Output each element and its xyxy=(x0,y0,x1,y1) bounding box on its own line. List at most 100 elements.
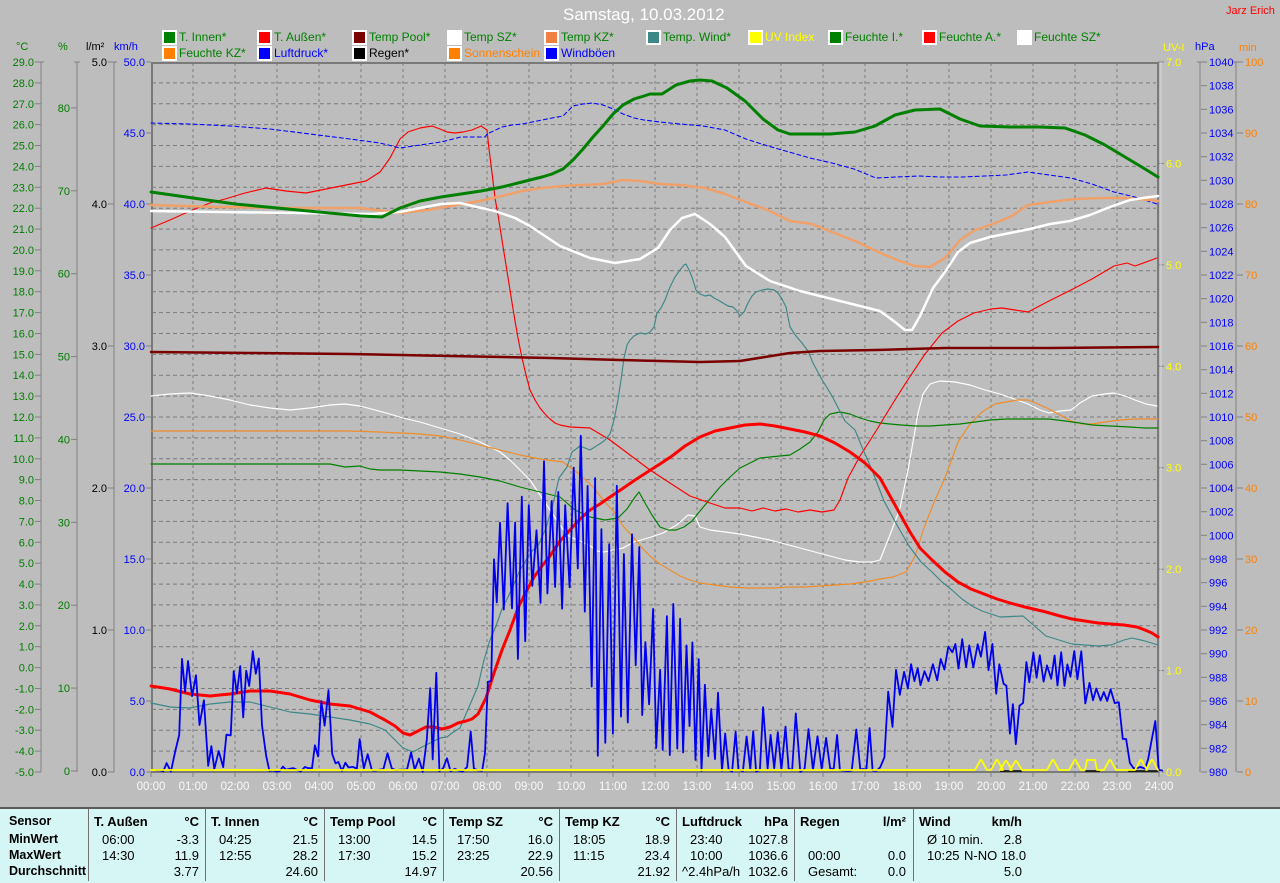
svg-text:16.0: 16.0 xyxy=(13,329,34,341)
svg-text:14:00: 14:00 xyxy=(725,781,754,793)
svg-text:25.0: 25.0 xyxy=(13,141,34,153)
svg-text:980: 980 xyxy=(1209,767,1227,779)
svg-text:1030: 1030 xyxy=(1209,175,1233,187)
svg-text:1020: 1020 xyxy=(1209,294,1233,306)
svg-text:1000: 1000 xyxy=(1209,530,1233,542)
svg-text:1032: 1032 xyxy=(1209,152,1233,164)
svg-text:0.0: 0.0 xyxy=(92,767,107,779)
svg-text:60: 60 xyxy=(1245,341,1257,353)
svg-text:1.0: 1.0 xyxy=(19,642,34,654)
svg-text:10: 10 xyxy=(58,683,70,695)
svg-text:10: 10 xyxy=(1245,696,1257,708)
svg-text:-1.0: -1.0 xyxy=(15,684,34,696)
svg-text:90: 90 xyxy=(1245,128,1257,140)
svg-text:1010: 1010 xyxy=(1209,412,1233,424)
svg-text:27.0: 27.0 xyxy=(13,99,34,111)
svg-text:10:00: 10:00 xyxy=(557,781,586,793)
svg-text:20: 20 xyxy=(1245,625,1257,637)
svg-text:03:00: 03:00 xyxy=(263,781,292,793)
svg-text:0.0: 0.0 xyxy=(130,767,145,779)
svg-text:4.0: 4.0 xyxy=(19,579,34,591)
svg-text:1004: 1004 xyxy=(1209,483,1233,495)
svg-text:1014: 1014 xyxy=(1209,365,1233,377)
svg-text:10.0: 10.0 xyxy=(13,454,34,466)
svg-text:28.0: 28.0 xyxy=(13,78,34,90)
svg-text:982: 982 xyxy=(1209,743,1227,755)
svg-text:70: 70 xyxy=(1245,270,1257,282)
svg-text:1008: 1008 xyxy=(1209,436,1233,448)
svg-text:19:00: 19:00 xyxy=(935,781,964,793)
svg-text:3.0: 3.0 xyxy=(92,341,107,353)
svg-text:08:00: 08:00 xyxy=(473,781,502,793)
svg-text:07:00: 07:00 xyxy=(431,781,460,793)
svg-text:0: 0 xyxy=(1245,767,1251,779)
svg-text:80: 80 xyxy=(58,103,70,115)
svg-text:30.0: 30.0 xyxy=(124,341,145,353)
svg-text:50: 50 xyxy=(1245,412,1257,424)
svg-text:16:00: 16:00 xyxy=(809,781,838,793)
svg-text:998: 998 xyxy=(1209,554,1227,566)
svg-text:15:00: 15:00 xyxy=(767,781,796,793)
svg-text:01:00: 01:00 xyxy=(179,781,208,793)
svg-text:18:00: 18:00 xyxy=(893,781,922,793)
svg-text:1012: 1012 xyxy=(1209,388,1233,400)
svg-text:17.0: 17.0 xyxy=(13,308,34,320)
svg-text:18.0: 18.0 xyxy=(13,287,34,299)
svg-text:1024: 1024 xyxy=(1209,246,1233,258)
svg-text:40: 40 xyxy=(58,434,70,446)
svg-text:5.0: 5.0 xyxy=(92,57,107,69)
svg-text:2.0: 2.0 xyxy=(92,483,107,495)
svg-text:13:00: 13:00 xyxy=(683,781,712,793)
svg-text:-2.0: -2.0 xyxy=(15,704,34,716)
svg-text:24.0: 24.0 xyxy=(13,161,34,173)
svg-text:984: 984 xyxy=(1209,720,1227,732)
svg-text:40.0: 40.0 xyxy=(124,199,145,211)
svg-text:60: 60 xyxy=(58,269,70,281)
svg-text:40: 40 xyxy=(1245,483,1257,495)
svg-text:15.0: 15.0 xyxy=(124,554,145,566)
svg-text:14.0: 14.0 xyxy=(13,370,34,382)
svg-text:30: 30 xyxy=(58,517,70,529)
svg-text:3.0: 3.0 xyxy=(19,600,34,612)
svg-text:11:00: 11:00 xyxy=(599,781,627,793)
svg-text:02:00: 02:00 xyxy=(221,781,250,793)
svg-text:5.0: 5.0 xyxy=(1166,260,1181,272)
svg-text:09:00: 09:00 xyxy=(515,781,544,793)
svg-text:7.0: 7.0 xyxy=(19,516,34,528)
svg-text:80: 80 xyxy=(1245,199,1257,211)
svg-text:-4.0: -4.0 xyxy=(15,746,34,758)
svg-text:1034: 1034 xyxy=(1209,128,1233,140)
svg-text:25.0: 25.0 xyxy=(124,412,145,424)
svg-text:988: 988 xyxy=(1209,672,1227,684)
svg-text:6.0: 6.0 xyxy=(19,537,34,549)
svg-text:996: 996 xyxy=(1209,578,1227,590)
svg-text:3.0: 3.0 xyxy=(1166,463,1181,475)
svg-text:994: 994 xyxy=(1209,601,1227,613)
svg-text:24:00: 24:00 xyxy=(1145,781,1174,793)
svg-text:23.0: 23.0 xyxy=(13,182,34,194)
svg-text:1040: 1040 xyxy=(1209,57,1233,69)
svg-text:04:00: 04:00 xyxy=(305,781,334,793)
svg-text:1.0: 1.0 xyxy=(92,625,107,637)
svg-text:1028: 1028 xyxy=(1209,199,1233,211)
svg-text:0.0: 0.0 xyxy=(19,663,34,675)
svg-text:6.0: 6.0 xyxy=(1166,158,1181,170)
svg-text:29.0: 29.0 xyxy=(13,57,34,69)
svg-text:4.0: 4.0 xyxy=(1166,361,1181,373)
svg-text:22.0: 22.0 xyxy=(13,203,34,215)
svg-text:50: 50 xyxy=(58,352,70,364)
svg-text:06:00: 06:00 xyxy=(389,781,418,793)
svg-text:20.0: 20.0 xyxy=(13,245,34,257)
svg-text:13.0: 13.0 xyxy=(13,391,34,403)
svg-text:20:00: 20:00 xyxy=(977,781,1006,793)
svg-text:10.0: 10.0 xyxy=(124,625,145,637)
svg-text:21.0: 21.0 xyxy=(13,224,34,236)
svg-text:5.0: 5.0 xyxy=(19,558,34,570)
svg-text:05:00: 05:00 xyxy=(347,781,376,793)
svg-text:26.0: 26.0 xyxy=(13,120,34,132)
svg-text:12.0: 12.0 xyxy=(13,412,34,424)
svg-text:9.0: 9.0 xyxy=(19,475,34,487)
svg-text:986: 986 xyxy=(1209,696,1227,708)
svg-text:1026: 1026 xyxy=(1209,223,1233,235)
svg-text:1006: 1006 xyxy=(1209,459,1233,471)
